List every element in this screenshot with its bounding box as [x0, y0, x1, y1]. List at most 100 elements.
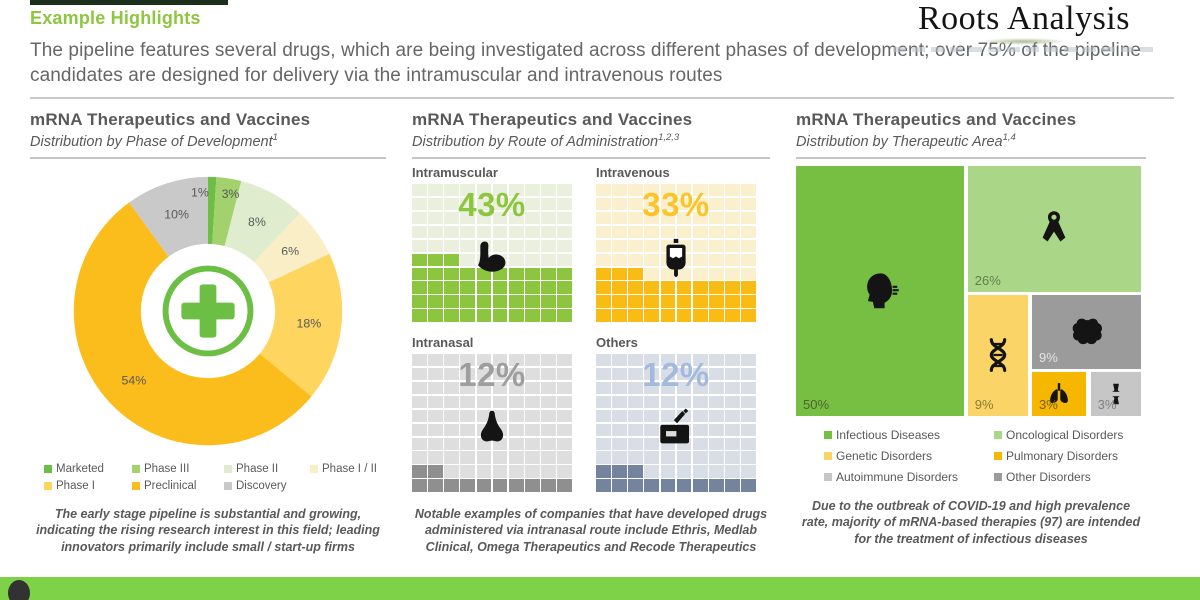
waffle-cell [557, 295, 572, 308]
waffle-cell [692, 267, 708, 280]
legend-label: Preclinical [144, 479, 197, 492]
waffle-cell [741, 211, 756, 225]
waffle-cell [460, 367, 476, 381]
waffle-cell [644, 465, 660, 478]
waffle-cell [741, 197, 756, 211]
section-heading: Example Highlights [30, 8, 201, 28]
waffle-cell [628, 353, 643, 367]
waffle-cell [709, 239, 724, 253]
waffle-cell [412, 211, 427, 225]
donut-slice-phase-i [259, 253, 343, 397]
waffle-chart-area: Intramuscular 43% Intravenous 33% Intranasal… [412, 165, 770, 492]
waffle-cell [725, 479, 740, 492]
waffle-cell [444, 353, 459, 367]
waffle-cell [525, 479, 540, 492]
donut-slice-discovery [129, 176, 208, 257]
waffle-cell [444, 465, 459, 478]
panel-head: mRNA Therapeutics and Vaccines Distribut… [796, 110, 1146, 159]
waffle-cell [412, 281, 427, 294]
waffle-percent: 33% [642, 185, 710, 223]
waffle-cell [741, 451, 756, 464]
waffle-cell [644, 253, 660, 267]
waffle-cell [725, 225, 740, 239]
waffle-cell [460, 239, 476, 253]
legend-item: Preclinical [132, 480, 224, 492]
waffle-cell [709, 437, 724, 450]
legend-swatch [44, 464, 52, 473]
waffle-cell [557, 451, 572, 464]
waffle-cell [428, 211, 443, 225]
waffle-cell [557, 423, 572, 437]
waffle-cell [492, 239, 508, 253]
waffle-cell [541, 479, 556, 492]
waffle-cell [508, 239, 524, 253]
waffle-cell [644, 183, 660, 197]
waffle-cell [492, 409, 508, 423]
waffle-cell [725, 451, 740, 464]
legend-label: Oncological Disorders [1006, 427, 1124, 442]
medical-plus-icon [162, 265, 254, 357]
waffle-cell [541, 437, 556, 450]
donut-slice-phase-i-ii [253, 213, 330, 283]
panel-head: mRNA Therapeutics and Vaccines Distribut… [412, 110, 770, 159]
waffle-cell [428, 395, 443, 409]
waffle-cell [444, 409, 459, 423]
donut-slice-label: 18% [296, 317, 321, 331]
waffle-cell [660, 197, 676, 211]
waffle-cell [428, 381, 443, 395]
waffle-cell [628, 437, 643, 450]
donut-slice-label: 8% [248, 215, 266, 229]
waffle-cell [508, 395, 524, 409]
waffle-cell [460, 465, 476, 478]
waffle-cell [460, 409, 476, 423]
waffle-cell [444, 225, 459, 239]
waffle-cell [741, 281, 756, 294]
panel-head: mRNA Therapeutics and Vaccines Distribut… [30, 110, 386, 159]
waffle-cell [709, 267, 724, 280]
waffle-cell [541, 353, 556, 367]
waffle-cell [676, 353, 692, 367]
waffle-cell [596, 281, 611, 294]
waffle-cell [660, 465, 676, 478]
waffle-cell [460, 437, 476, 450]
waffle-cell [725, 295, 740, 308]
legend-label: Phase I / II [322, 462, 377, 475]
treemap-percent: 3% [1038, 396, 1058, 412]
waffle-cell [676, 395, 692, 409]
waffle-cell [692, 451, 708, 464]
waffle-cell [596, 409, 611, 423]
waffle-cell [709, 225, 724, 239]
waffle-cell [412, 479, 427, 492]
legend-item: Phase III [132, 463, 224, 475]
waffle-cell [596, 367, 611, 381]
donut-slice-label: 3% [222, 187, 240, 201]
waffle-cell [709, 451, 724, 464]
waffle-cell [557, 239, 572, 253]
waffle-cell [557, 253, 572, 267]
waffle-cell [725, 281, 740, 294]
treemap-chart-area: 50% 26% 9% 9% 3% 3% Infectious Diseases Oncolog… [796, 165, 1146, 484]
waffle-cell [412, 353, 427, 367]
legend-item: Phase I [44, 480, 132, 492]
waffle-cell [444, 395, 459, 409]
waffle-cell [557, 367, 572, 381]
donut-slice-preclinical [73, 202, 312, 446]
waffle-cell [692, 437, 708, 450]
waffle-cell [525, 225, 540, 239]
treemap-chart: 50% 26% 9% 9% 3% 3% [796, 165, 1141, 416]
waffle-cell [644, 309, 660, 322]
waffle-cell [612, 381, 627, 395]
waffle-cell [676, 267, 692, 280]
waffle-cell [709, 367, 724, 381]
waffle-cell [644, 395, 660, 409]
panel-phase-of-development: mRNA Therapeutics and Vaccines Distribut… [30, 110, 386, 555]
waffle-cell [557, 197, 572, 211]
waffle-cell [460, 309, 476, 322]
waffle-cell [741, 295, 756, 308]
brain-icon [1073, 318, 1103, 344]
waffle-cell [725, 409, 740, 423]
waffle-cell [525, 409, 540, 423]
panel-caption: The early stage pipeline is substantial … [36, 506, 380, 554]
legend-swatch [224, 481, 232, 490]
waffle-cell [692, 183, 708, 197]
